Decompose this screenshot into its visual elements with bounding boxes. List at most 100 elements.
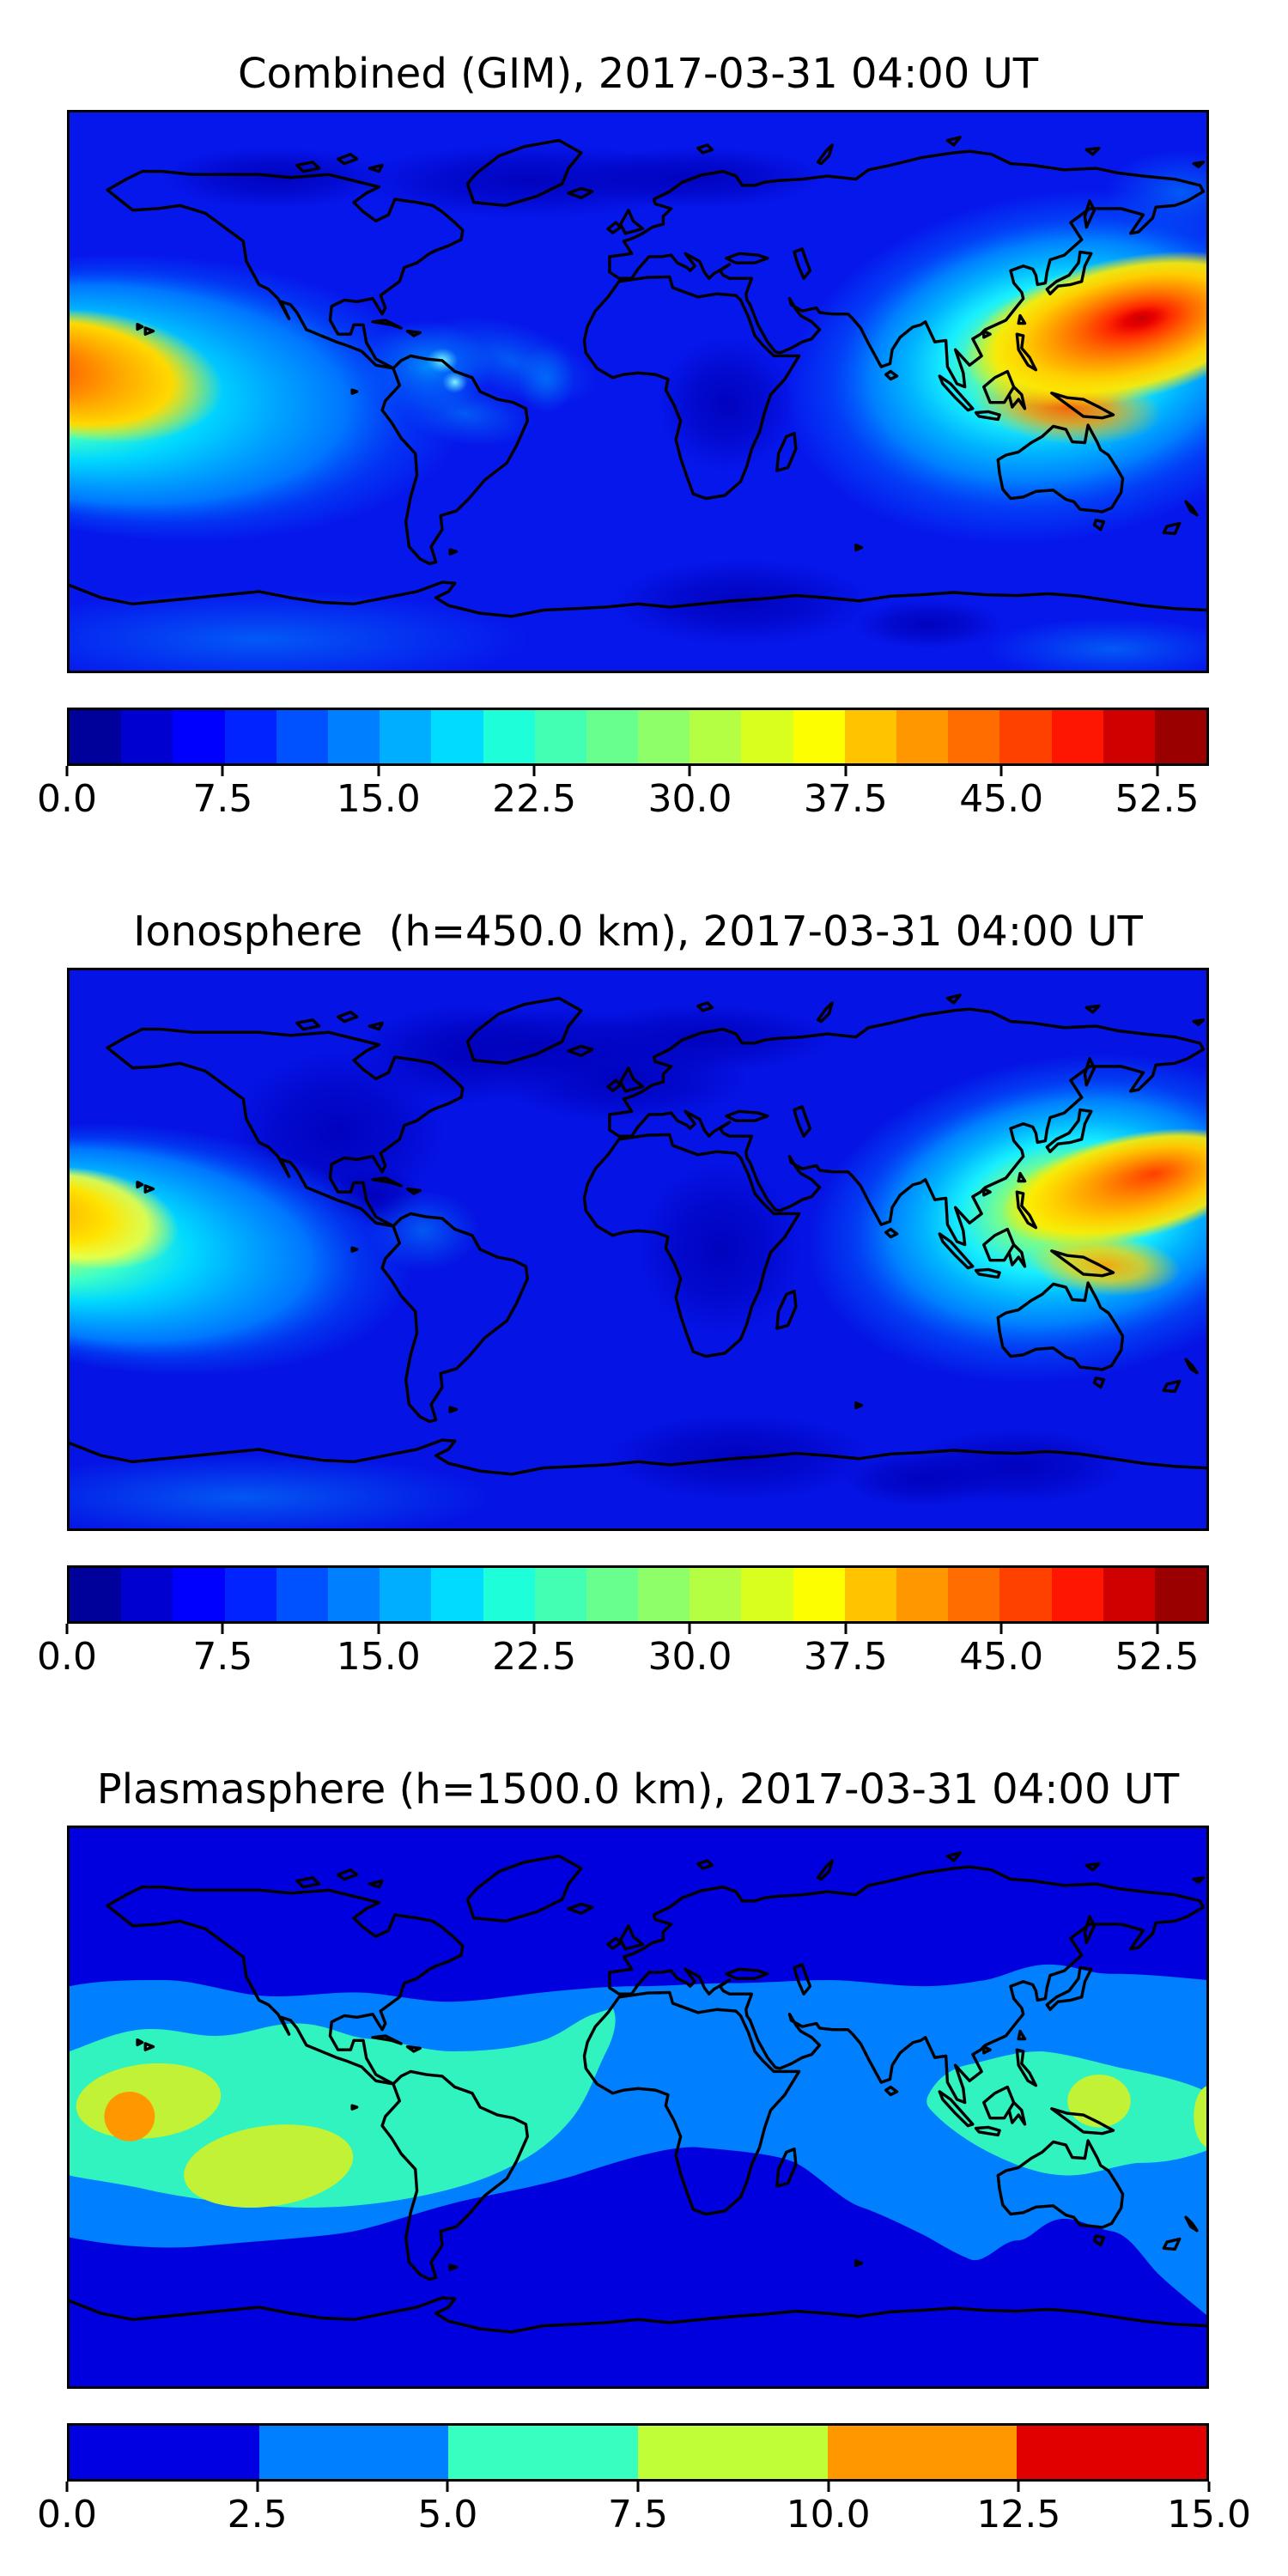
colorbar-combined: 0.0 7.5 15.0 22.5 30.0 37.5 45.0 52.5 [37, 708, 1209, 821]
colorbar-segment [327, 710, 380, 763]
colorbar-tick-label: 37.5 [803, 1635, 888, 1679]
colorbar-segment [173, 710, 225, 763]
panel-title-plasmasphere: Plasmasphere (h=1500.0 km), 2017-03-31 0… [96, 1765, 1180, 1814]
colorbar-tick-label: 0.0 [37, 777, 97, 821]
colorbar-tick [532, 1624, 536, 1634]
tec-field [70, 143, 1206, 671]
colorbar-segment [224, 1568, 276, 1621]
colorbar-tick-label: 2.5 [227, 2493, 288, 2537]
colorbar-tick [377, 1624, 380, 1634]
panel-ionosphere: Ionosphere (h=450.0 km), 2017-03-31 04:0… [37, 908, 1209, 1679]
colorbar-tick [65, 2482, 69, 2492]
colorbar-segment [121, 710, 173, 763]
colorbar-segment [70, 710, 122, 763]
panel-combined: Combined (GIM), 2017-03-31 04:00 UT [37, 50, 1209, 821]
colorbar-tick [256, 2482, 259, 2492]
colorbar-ticks [65, 1624, 1209, 1634]
colorbar-tick-label: 22.5 [492, 777, 577, 821]
colorbar-segment [586, 710, 639, 763]
colorbar-segment [827, 2426, 1018, 2479]
colorbar-segment [690, 1568, 742, 1621]
colorbar-segment [741, 710, 793, 763]
colorbar-segment [534, 710, 586, 763]
colorbar-segment [896, 1568, 949, 1621]
colorbar-tick-label: 22.5 [492, 1635, 577, 1679]
colorbar-tick-label: 37.5 [803, 777, 888, 821]
colorbar-tick-label: 15.0 [336, 777, 421, 821]
colorbar-segment [1154, 1568, 1207, 1621]
colorbar-segment [1051, 710, 1103, 763]
colorbar-segment [276, 1568, 328, 1621]
colorbar-ticks [65, 766, 1209, 776]
colorbar-tick-label: 0.0 [37, 2493, 97, 2537]
colorbar-segment [258, 2426, 449, 2479]
colorbar-labels: 0.0 7.5 15.0 22.5 30.0 37.5 45.0 52.5 [37, 1635, 1209, 1679]
colorbar-tick-label: 5.0 [417, 2493, 478, 2537]
world-map-combined [67, 110, 1209, 673]
panel-title-ionosphere: Ionosphere (h=450.0 km), 2017-03-31 04:0… [133, 908, 1143, 956]
colorbar-tick [999, 1624, 1003, 1634]
colorbar-segment [999, 710, 1052, 763]
colorbar-segment [793, 710, 845, 763]
tec-map-ionosphere [70, 970, 1206, 1528]
colorbar-labels: 0.0 2.5 5.0 7.5 10.0 12.5 15.0 [37, 2493, 1251, 2537]
colorbar-segment [380, 1568, 432, 1621]
colorbar-segment [380, 710, 432, 763]
colorbar-tick [65, 1624, 69, 1634]
colorbar-segment [844, 1568, 896, 1621]
colorbar-segment [1103, 710, 1155, 763]
colorbar-tick-label: 7.5 [192, 1635, 253, 1679]
colorbar-gradient [67, 1565, 1209, 1624]
colorbar-tick [1017, 2482, 1020, 2492]
colorbar-plasmasphere: 0.0 2.5 5.0 7.5 10.0 12.5 15.0 [37, 2423, 1251, 2537]
colorbar-tick [65, 766, 69, 776]
colorbar-segment [70, 1568, 122, 1621]
colorbar-tick [446, 2482, 449, 2492]
colorbar-tick-label: 52.5 [1115, 777, 1200, 821]
colorbar-segment [999, 1568, 1052, 1621]
colorbar-tick [532, 766, 536, 776]
colorbar-tick-label: 30.0 [647, 777, 732, 821]
colorbar-segment [70, 2426, 259, 2479]
colorbar-tick-label: 15.0 [1167, 2493, 1251, 2537]
colorbar-tick-label: 30.0 [647, 1635, 732, 1679]
colorbar-segment [483, 1568, 535, 1621]
colorbar-segment [638, 710, 690, 763]
colorbar-tick [844, 1624, 848, 1634]
colorbar-ionosphere: 0.0 7.5 15.0 22.5 30.0 37.5 45.0 52.5 [37, 1565, 1209, 1679]
colorbar-tick [688, 766, 691, 776]
colorbar-segment [173, 1568, 225, 1621]
colorbar-tick-label: 15.0 [336, 1635, 421, 1679]
colorbar-segment [1017, 2426, 1207, 2479]
colorbar-gradient [67, 2423, 1209, 2482]
world-map-ionosphere [67, 968, 1209, 1531]
colorbar-tick-label: 52.5 [1115, 1635, 1200, 1679]
colorbar-segment [948, 710, 1000, 763]
colorbar-segment [948, 1568, 1000, 1621]
colorbar-segment [638, 1568, 690, 1621]
colorbar-tick-label: 45.0 [959, 777, 1044, 821]
colorbar-tick [221, 766, 224, 776]
colorbar-segment [844, 710, 896, 763]
colorbar-tick-label: 10.0 [786, 2493, 871, 2537]
tec-map-plasmasphere [70, 1828, 1206, 2386]
colorbar-segment [276, 710, 328, 763]
panel-title-combined: Combined (GIM), 2017-03-31 04:00 UT [237, 50, 1039, 98]
colorbar-segment [1103, 1568, 1155, 1621]
world-map-plasmasphere [67, 1826, 1209, 2389]
colorbar-segment [586, 1568, 639, 1621]
panel-plasmasphere: Plasmasphere (h=1500.0 km), 2017-03-31 0… [37, 1765, 1251, 2537]
colorbar-segment [793, 1568, 845, 1621]
colorbar-segment [121, 1568, 173, 1621]
colorbar-segment [483, 710, 535, 763]
colorbar-segment [690, 710, 742, 763]
colorbar-tick-label: 45.0 [959, 1635, 1044, 1679]
colorbar-ticks [65, 2482, 1211, 2492]
tec-field [70, 1964, 1206, 2315]
colorbar-segment [896, 710, 949, 763]
colorbar-tick [1156, 1624, 1159, 1634]
colorbar-segment [431, 710, 483, 763]
colorbar-segment [741, 1568, 793, 1621]
colorbar-tick-label: 0.0 [37, 1635, 97, 1679]
